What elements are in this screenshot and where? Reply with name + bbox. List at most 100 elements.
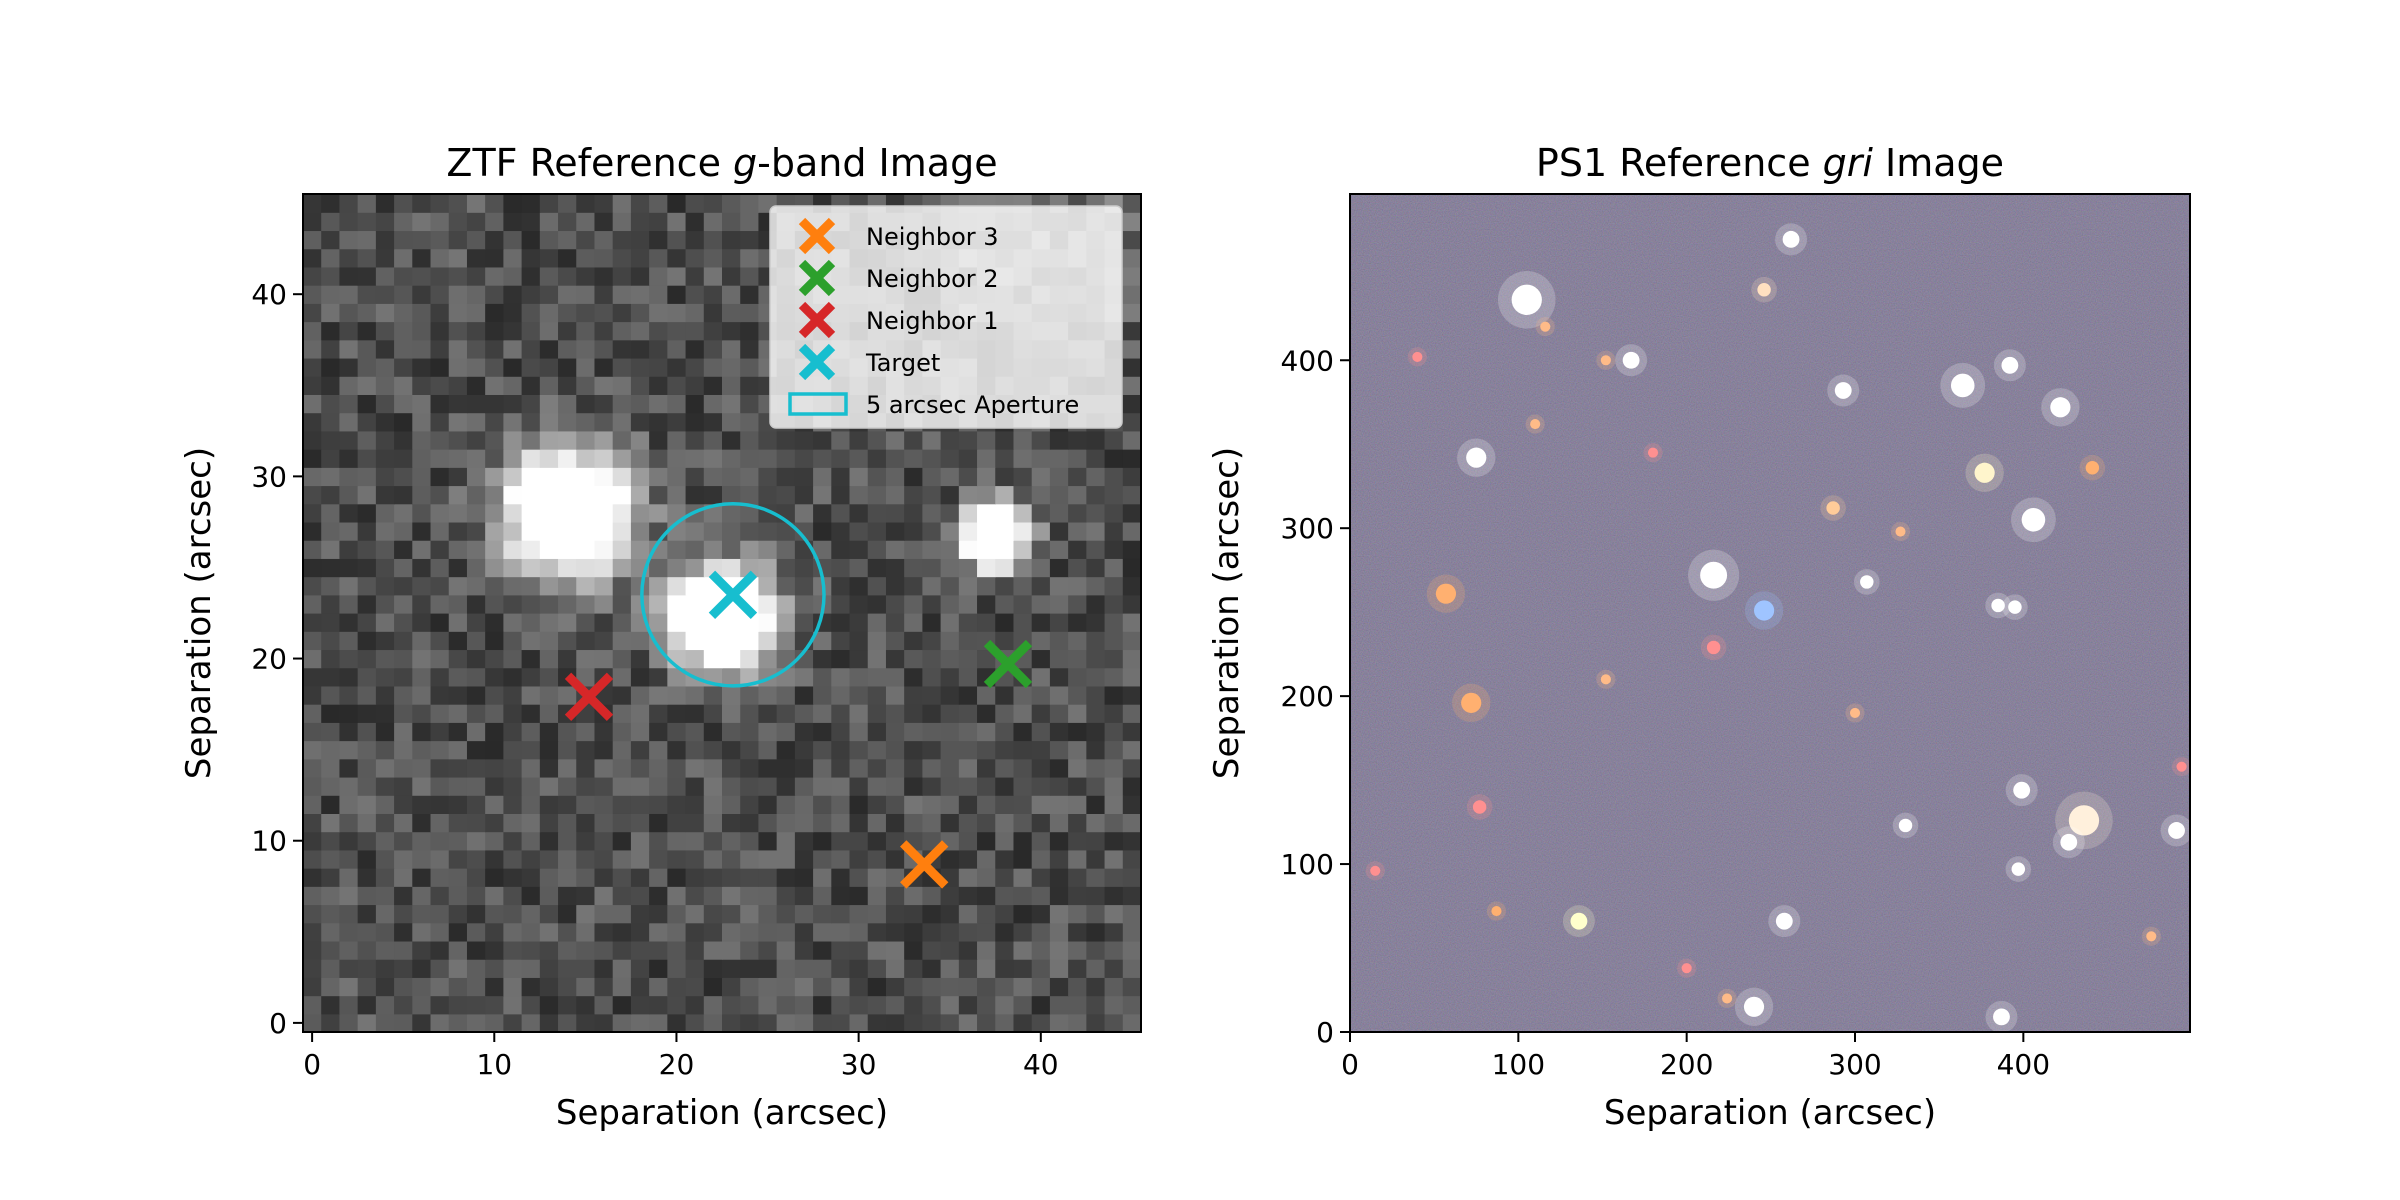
star (1706, 640, 1721, 655)
x-tick-label: 20 (659, 1048, 695, 1081)
ps1-axes-frame (1349, 193, 2191, 1033)
star (1895, 526, 1906, 537)
star (1600, 674, 1611, 685)
x-tick-label: 40 (1023, 1048, 1059, 1081)
legend: Neighbor 3 Neighbor 2 Neighbor 1 Target 5 ar… (769, 205, 1123, 429)
ps1-ticks: 0 100 200 300 400 0 100 200 300 400 (1281, 344, 2051, 1081)
legend-label: Target (865, 349, 940, 377)
star (1570, 912, 1588, 930)
ztf-title-band: g (733, 141, 757, 185)
star (2060, 833, 2078, 851)
star (1754, 600, 1775, 621)
ztf-panel: ZTF Reference g-band Image 0 10 20 30 40 0 10 2… (179, 141, 1142, 1133)
ztf-title: ZTF Reference g-band Image (446, 141, 997, 185)
x-tick-label: 30 (841, 1048, 877, 1081)
star (1826, 501, 1840, 515)
star (2013, 781, 2031, 799)
y-tick-label: 40 (251, 278, 287, 311)
star (1898, 818, 1913, 833)
y-tick-label: 200 (1281, 680, 1334, 713)
star (2021, 508, 2046, 532)
legend-box (769, 205, 1123, 429)
ps1-title-prefix: PS1 Reference (1536, 141, 1823, 185)
ps1-stars (1365, 223, 2190, 1032)
legend-entry: Neighbor 1 (798, 301, 999, 339)
x-tick-label: 200 (1660, 1048, 1713, 1081)
x-tick-label: 0 (303, 1048, 321, 1081)
star (1466, 447, 1487, 468)
star (1540, 321, 1551, 332)
star (1600, 355, 1611, 366)
y-tick-label: 30 (251, 460, 287, 493)
legend-entry: Neighbor 3 (798, 217, 999, 255)
marker-neighbor-1 (564, 672, 614, 721)
star (1412, 351, 1423, 362)
star (1974, 462, 1995, 483)
legend-entry: Target (798, 343, 940, 381)
ps1-title-suffix: Image (1873, 141, 2004, 185)
star (1860, 575, 1874, 589)
ps1-panel: PS1 Reference gri Image 0 100 200 300 400 0 10… (1207, 141, 2191, 1133)
star (2068, 805, 2100, 836)
star (1782, 230, 1800, 248)
y-tick-label: 0 (269, 1007, 287, 1040)
legend-patch (788, 392, 848, 416)
x-tick-label: 10 (476, 1048, 512, 1081)
legend-entry: 5 arcsec Aperture (788, 391, 1079, 419)
y-tick-label: 400 (1281, 344, 1334, 377)
star (1647, 447, 1659, 458)
ztf-xlabel: Separation (arcsec) (556, 1093, 888, 1133)
ps1-title: PS1 Reference gri Image (1536, 141, 2004, 185)
star (2146, 931, 2157, 942)
star (1511, 284, 1542, 315)
ps1-title-bands: gri (1823, 141, 1874, 185)
star (1530, 419, 1541, 430)
x-tick-label: 0 (1341, 1048, 1359, 1081)
y-tick-label: 20 (251, 643, 287, 676)
marker-target (708, 570, 758, 619)
ztf-axes-frame (302, 193, 1142, 1033)
star (1775, 912, 1793, 930)
legend-marker (798, 343, 836, 381)
ztf-markers (564, 501, 1033, 889)
star (1681, 963, 1692, 974)
star (1991, 598, 2005, 613)
star (1472, 800, 1487, 814)
star (1743, 996, 1765, 1017)
star (2011, 862, 2026, 876)
ztf-ylabel: Separation (arcsec) (179, 447, 219, 779)
star (2008, 600, 2022, 614)
ztf-title-suffix: -band Image (757, 141, 997, 185)
ps1-xlabel: Separation (arcsec) (1604, 1093, 1936, 1133)
legend-label: 5 arcsec Aperture (866, 391, 1079, 419)
star (2050, 397, 2071, 418)
star (2168, 822, 2185, 839)
y-tick-label: 0 (1316, 1016, 1334, 1049)
star (1757, 282, 1771, 297)
star (1461, 692, 1482, 713)
star (2085, 461, 2100, 475)
legend-marker (798, 301, 836, 339)
aperture-circle (640, 501, 826, 688)
star (1622, 351, 1640, 369)
ps1-image (1350, 194, 2190, 1032)
y-tick-label: 100 (1281, 848, 1334, 881)
legend-marker (798, 259, 836, 297)
legend-label: Neighbor 3 (866, 223, 999, 251)
star (2001, 356, 2019, 374)
legend-label: Neighbor 1 (866, 307, 999, 335)
star (1993, 1008, 2010, 1026)
star (2176, 761, 2187, 772)
ps1-ylabel: Separation (arcsec) (1207, 447, 1247, 779)
ztf-ticks: 0 10 20 30 40 0 10 20 30 40 (251, 278, 1058, 1081)
x-tick-label: 300 (1828, 1048, 1881, 1081)
star (1435, 583, 1457, 604)
star (1834, 382, 1852, 399)
marker-neighbor-3 (900, 840, 949, 889)
star (1370, 865, 1381, 876)
star (1722, 993, 1733, 1004)
star (1950, 373, 1975, 398)
star (1849, 707, 1861, 718)
marker-neighbor-2 (983, 639, 1033, 689)
